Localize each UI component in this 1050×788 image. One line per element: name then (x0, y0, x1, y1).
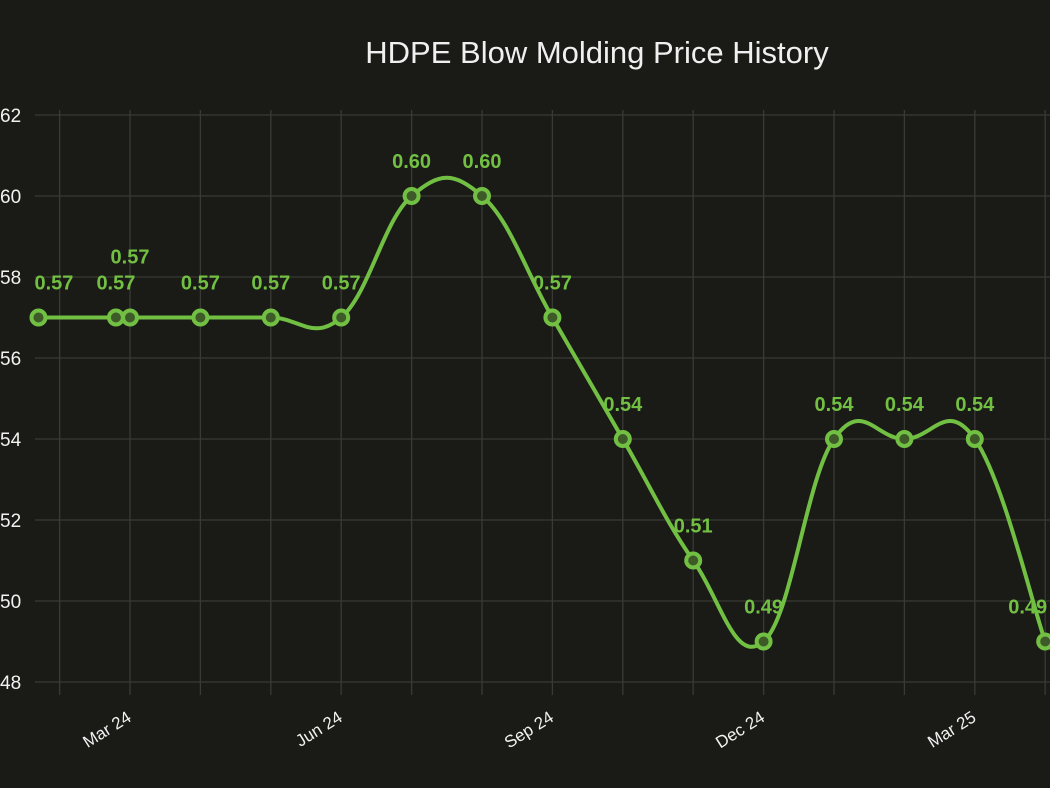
x-axis: Mar 24 Jun 24 Sep 24 Dec 24 Mar 25 (80, 707, 980, 752)
data-point[interactable] (1036, 632, 1050, 651)
data-label: 0.49 (744, 597, 783, 619)
data-point[interactable] (613, 430, 632, 448)
x-tick-label: Mar 24 (80, 707, 135, 751)
y-tick-label: 48 (0, 673, 21, 694)
data-label: 0.49 (1008, 597, 1047, 619)
data-label: 0.57 (34, 273, 73, 295)
y-axis: 62 60 58 56 54 52 50 48 (0, 106, 22, 694)
data-points (29, 187, 1050, 651)
x-tick-label: Mar 25 (924, 707, 979, 751)
y-tick-label: 56 (0, 349, 21, 370)
data-point[interactable] (965, 430, 984, 448)
data-label: 0.57 (251, 273, 290, 295)
data-label: 0.54 (815, 394, 855, 416)
data-point[interactable] (29, 308, 48, 327)
data-point[interactable] (684, 551, 703, 570)
data-point[interactable] (473, 187, 491, 205)
chart-title: HDPE Blow Molding Price History (365, 35, 829, 70)
data-label: 0.54 (885, 394, 925, 416)
y-tick-label: 50 (0, 592, 21, 613)
data-label: 0.57 (533, 273, 572, 295)
grid (35, 110, 1050, 695)
data-point[interactable] (543, 308, 562, 327)
data-point[interactable] (121, 308, 139, 327)
data-label: 0.51 (674, 516, 713, 538)
data-label: 0.57 (181, 273, 220, 295)
data-label: 0.60 (392, 151, 431, 173)
x-tick-label: Jun 24 (292, 707, 345, 750)
x-tick-label: Sep 24 (501, 707, 557, 752)
data-point[interactable] (825, 430, 843, 448)
data-label: 0.54 (603, 394, 643, 416)
y-tick-label: 60 (0, 187, 21, 208)
data-point[interactable] (332, 308, 351, 327)
data-label: 0.57 (96, 273, 135, 295)
data-point[interactable] (895, 430, 914, 448)
data-point[interactable] (106, 308, 125, 327)
data-point[interactable] (402, 187, 421, 205)
data-label: 0.57 (111, 247, 150, 269)
data-label: 0.60 (463, 151, 502, 173)
data-point[interactable] (261, 308, 280, 327)
data-labels: 0.57 0.57 0.57 0.57 0.57 0.57 0.60 0.60 0.57 0.54… (34, 151, 1047, 619)
x-tick-label: Dec 24 (712, 707, 768, 752)
y-tick-label: 52 (0, 511, 21, 532)
y-tick-label: 54 (0, 430, 22, 451)
y-tick-label: 58 (0, 268, 21, 289)
data-point[interactable] (754, 632, 773, 651)
data-point[interactable] (191, 308, 210, 327)
data-label: 0.54 (955, 394, 995, 416)
data-label: 0.57 (322, 273, 361, 295)
y-tick-label: 62 (0, 106, 21, 127)
